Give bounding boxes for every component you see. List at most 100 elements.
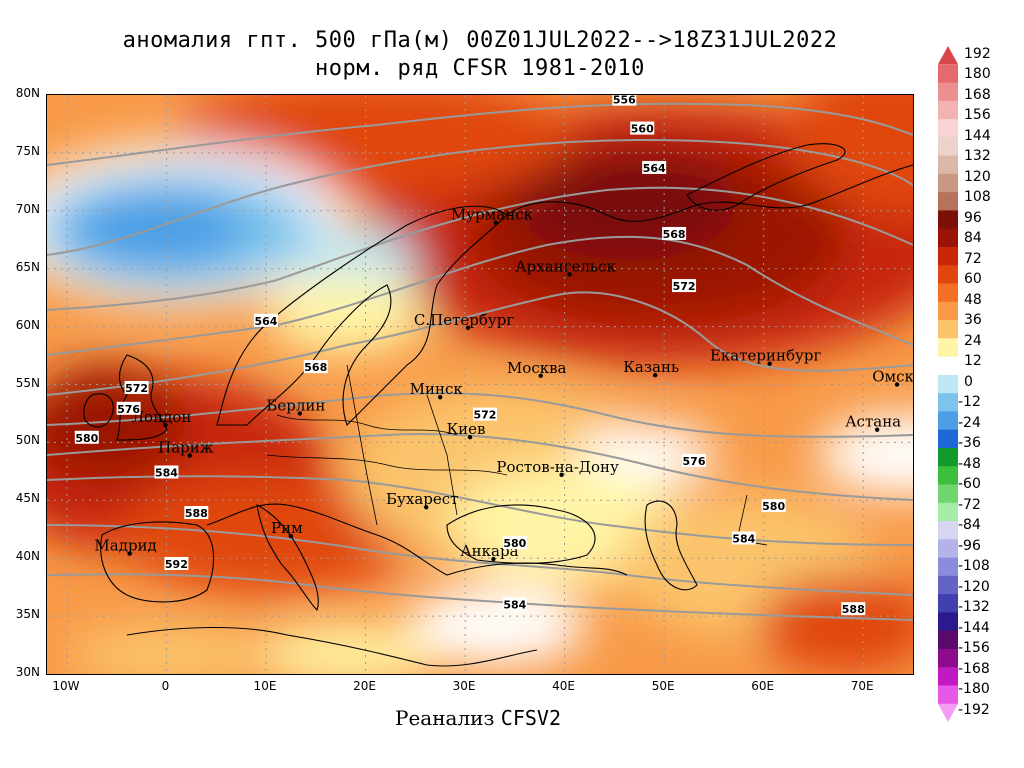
colorbar-tick-label: -168	[958, 660, 990, 677]
colorbar-swatch	[938, 612, 958, 632]
contour-label: 580	[74, 430, 99, 445]
colorbar-swatch	[938, 228, 958, 248]
colorbar-tick-label: 108	[964, 189, 991, 206]
city-label: Мадрид	[94, 537, 156, 555]
colorbar-tick-label: 72	[964, 250, 982, 267]
lon-tick-label: 10E	[253, 679, 277, 693]
footer-caption: Реанализ CFSV2	[0, 706, 956, 730]
colorbar-swatch	[938, 594, 958, 613]
city-label: Париж	[158, 439, 214, 457]
lon-tick-label: 70E	[850, 679, 874, 693]
contour-label: 576	[682, 453, 707, 468]
coastlines	[83, 143, 913, 667]
lon-tick-label: 60E	[751, 679, 775, 693]
colorbar-tick-label: -24	[958, 414, 981, 431]
svg-text:584: 584	[732, 533, 755, 546]
lon-tick-label: 0	[161, 679, 170, 693]
svg-text:580: 580	[503, 537, 526, 550]
lat-tick-label: 60N	[15, 317, 40, 332]
colorbar-tick-label: 168	[964, 86, 991, 103]
svg-text:572: 572	[125, 382, 148, 395]
colorbar-tick-label: -84	[958, 517, 981, 534]
contour-label: 592	[164, 556, 189, 571]
colorbar-tick-label: -36	[958, 435, 981, 452]
colorbar-swatch	[938, 356, 958, 376]
svg-text:584: 584	[503, 599, 526, 612]
colorbar-swatch	[938, 100, 958, 120]
contour-label: 588	[184, 506, 209, 520]
lat-tick-label: 80N	[15, 86, 40, 100]
title-line-1: аномалия гпт. 500 гПа(м) 00Z01JUL2022-->…	[122, 28, 838, 53]
footer-sub: CFSV2	[500, 706, 561, 730]
colorbar-swatch	[938, 648, 958, 668]
contour-label: 588	[841, 602, 866, 616]
colorbar-tick-label: -72	[958, 496, 981, 513]
colorbar-swatch	[938, 667, 958, 686]
colorbar-swatch	[938, 192, 958, 211]
colorbar-swatch	[938, 630, 958, 650]
city-marker	[767, 361, 772, 366]
city-label: Омск	[872, 368, 913, 386]
colorbar-tick-label: 36	[964, 312, 982, 329]
colorbar-tick-label: 132	[964, 148, 991, 165]
lon-tick-label: 40E	[552, 679, 576, 693]
city-marker	[127, 551, 132, 556]
colorbar-swatch	[938, 46, 958, 65]
svg-text:592: 592	[165, 558, 188, 571]
city-marker	[297, 411, 303, 416]
colorbar-swatch	[938, 320, 958, 339]
city-label: Астана	[845, 413, 901, 431]
city-label: Лондон	[132, 408, 192, 426]
colorbar-swatch	[938, 502, 958, 522]
contour-label: 576	[116, 401, 141, 416]
lat-tick-label: 50N	[15, 433, 40, 448]
contour-label: 580	[761, 499, 786, 513]
colorbar-tick-label: 48	[964, 291, 982, 308]
colorbar-swatch	[938, 64, 958, 84]
svg-text:588: 588	[185, 507, 208, 520]
city-label: Казань	[623, 358, 679, 376]
city-marker	[465, 325, 471, 330]
colorbar-swatch	[938, 246, 958, 266]
contour-label: 580	[502, 536, 527, 550]
colorbar-tick-label: -156	[958, 640, 990, 657]
city-marker	[894, 382, 900, 387]
city-label: Минск	[410, 380, 464, 398]
colorbar-tick-label: 24	[964, 332, 982, 349]
colorbar-swatch	[938, 374, 958, 394]
colorbar-tick-label: 192	[964, 46, 991, 62]
city-marker	[491, 556, 496, 562]
contour-label: 572	[672, 279, 697, 293]
city-label: Рим	[271, 519, 303, 537]
colorbar-tick-label: 156	[964, 107, 991, 124]
colorbar-tick-label: -144	[958, 619, 990, 636]
svg-text:584: 584	[155, 467, 178, 480]
colorbar-tick-label: 120	[964, 168, 991, 185]
colorbar-swatch	[938, 338, 958, 358]
city-marker	[163, 422, 168, 428]
contour-label: 560	[630, 121, 655, 136]
anomaly-map: Мурманск Архангельск С.Петербург Москва Каза…	[47, 95, 913, 674]
colorbar-swatch	[938, 685, 958, 705]
svg-text:556: 556	[613, 95, 636, 107]
footer-main: Реанализ	[395, 706, 495, 730]
colorbar-tick-label: 60	[964, 271, 982, 288]
colorbar-swatch	[938, 539, 958, 559]
svg-text:564: 564	[255, 315, 278, 328]
svg-text:580: 580	[75, 432, 98, 445]
colorbar-tick-label: 96	[964, 209, 982, 226]
city-marker	[467, 434, 473, 440]
colorbar-swatch	[938, 521, 958, 540]
colorbar-swatch	[938, 557, 958, 577]
svg-text:564: 564	[643, 162, 666, 175]
colorbar-swatch	[938, 155, 958, 175]
colorbar-tick-label: -192	[958, 701, 990, 718]
colorbar-swatch	[938, 137, 958, 157]
contour-label: 564	[642, 160, 667, 175]
lon-tick-label: 30E	[452, 679, 476, 693]
colorbar-tick-label: -108	[958, 558, 990, 575]
colorbar-swatch	[938, 82, 958, 102]
colorbar-swatch	[938, 484, 958, 504]
contour-label: 584	[154, 465, 179, 480]
svg-text:568: 568	[663, 228, 686, 241]
